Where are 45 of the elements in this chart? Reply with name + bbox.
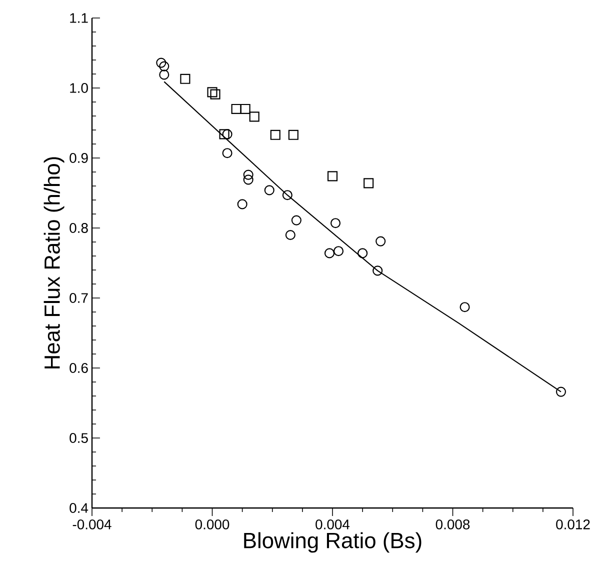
- point: [460, 302, 470, 312]
- y-tick-label: 1.0: [70, 83, 88, 93]
- point: [291, 215, 302, 226]
- point: [556, 386, 566, 397]
- point: [264, 185, 274, 196]
- point: [333, 246, 344, 256]
- point: [180, 74, 190, 84]
- point: [219, 129, 230, 140]
- point: [330, 218, 341, 228]
- point: [207, 87, 218, 98]
- point: [270, 130, 280, 140]
- point: [282, 190, 292, 200]
- point: [372, 266, 383, 276]
- point: [156, 58, 166, 68]
- x-tick-label: 0.004: [316, 519, 350, 530]
- y-tick-label: 0.5: [70, 433, 88, 443]
- y-tick-label: 0.4: [70, 503, 88, 513]
- x-tick-label: -0.004: [72, 519, 112, 530]
- point: [243, 174, 254, 185]
- point: [237, 199, 248, 210]
- point: [288, 130, 298, 140]
- point: [364, 178, 374, 188]
- point: [376, 236, 386, 246]
- point: [159, 61, 170, 72]
- point: [285, 230, 296, 240]
- point: [249, 112, 260, 122]
- point: [324, 248, 335, 258]
- x-tick-label: 0.012: [556, 519, 590, 530]
- point: [243, 170, 254, 180]
- y-tick-label: 0.8: [70, 223, 88, 233]
- point: [358, 248, 368, 258]
- y-tick-label: 0.9: [70, 153, 88, 163]
- point: [231, 104, 242, 114]
- x-tick-label: 0.000: [195, 519, 230, 530]
- y-tick-label: 1.1: [70, 13, 88, 23]
- point: [240, 104, 250, 114]
- point: [210, 89, 220, 100]
- x-tick-label: 0.008: [436, 519, 470, 530]
- y-tick-label: 0.7: [70, 293, 88, 303]
- point: [222, 148, 232, 158]
- point: [327, 171, 338, 182]
- x-axis-title: Blowing Ratio (Bs): [244, 532, 422, 553]
- y-tick-label: 0.6: [70, 363, 88, 373]
- y-axis-title: Heat Flux Ratio (h/ho): [44, 157, 64, 368]
- point: [159, 70, 170, 80]
